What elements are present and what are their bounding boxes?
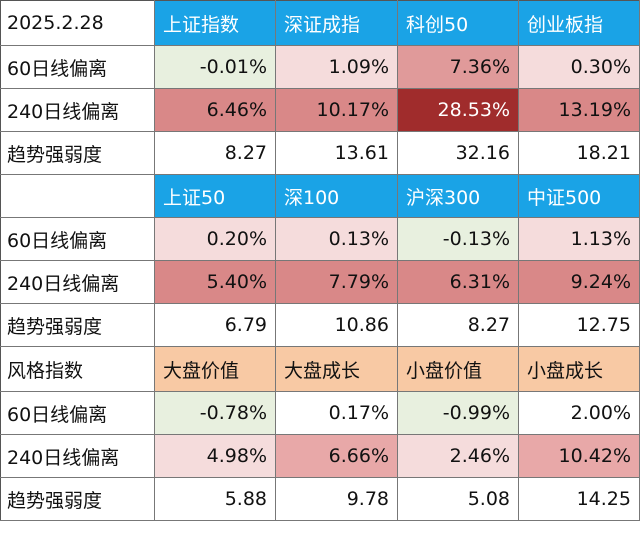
ma240-deviation-value: 13.19% <box>518 88 640 132</box>
ma60-deviation-value: 0.13% <box>275 217 398 261</box>
ma240-deviation-value: 10.42% <box>518 434 640 478</box>
blank-corner-cell <box>0 174 155 218</box>
index-header: 科创50 <box>397 0 519 46</box>
strength-value: 5.88 <box>154 477 276 521</box>
row-label: 趋势强弱度 <box>0 477 155 521</box>
section-header-row: 风格指数 大盘价值 大盘成长 小盘价值 小盘成长 <box>0 346 640 392</box>
date-cell: 2025.2.28 <box>0 0 155 46</box>
ma240-deviation-value: 7.79% <box>275 260 398 304</box>
index-header: 小盘价值 <box>397 346 519 392</box>
row-label: 趋势强弱度 <box>0 303 155 347</box>
ma240-deviation-value: 10.17% <box>275 88 398 132</box>
section-header-row: 上证50 深100 沪深300 中证500 <box>0 174 640 218</box>
index-header: 沪深300 <box>397 174 519 218</box>
ma240-row: 240日线偏离 4.98% 6.66% 2.46% 10.42% <box>0 434 640 478</box>
strength-value: 10.86 <box>275 303 398 347</box>
style-index-label: 风格指数 <box>0 346 155 392</box>
ma60-row: 60日线偏离 -0.01% 1.09% 7.36% 0.30% <box>0 45 640 89</box>
ma60-deviation-value: 0.17% <box>275 391 398 435</box>
ma60-row: 60日线偏离 -0.78% 0.17% -0.99% 2.00% <box>0 391 640 435</box>
ma60-deviation-value: -0.13% <box>397 217 519 261</box>
ma60-deviation-value: 7.36% <box>397 45 519 89</box>
strength-value: 6.79 <box>154 303 276 347</box>
strength-value: 9.78 <box>275 477 398 521</box>
index-header: 中证500 <box>518 174 640 218</box>
strength-value: 14.25 <box>518 477 640 521</box>
strength-value: 8.27 <box>397 303 519 347</box>
ma60-deviation-value: -0.78% <box>154 391 276 435</box>
index-header: 创业板指 <box>518 0 640 46</box>
ma240-deviation-value: 6.46% <box>154 88 276 132</box>
strength-value: 5.08 <box>397 477 519 521</box>
ma240-deviation-value: 28.53% <box>397 88 519 132</box>
index-header: 上证指数 <box>154 0 276 46</box>
section-header-row: 2025.2.28 上证指数 深证成指 科创50 创业板指 <box>0 0 640 46</box>
index-header: 深100 <box>275 174 398 218</box>
strength-row: 趋势强弱度 6.79 10.86 8.27 12.75 <box>0 303 640 347</box>
row-label: 60日线偏离 <box>0 217 155 261</box>
ma240-deviation-value: 5.40% <box>154 260 276 304</box>
ma240-row: 240日线偏离 6.46% 10.17% 28.53% 13.19% <box>0 88 640 132</box>
row-label: 240日线偏离 <box>0 434 155 478</box>
strength-value: 18.21 <box>518 131 640 175</box>
ma60-deviation-value: 0.20% <box>154 217 276 261</box>
ma60-deviation-value: 0.30% <box>518 45 640 89</box>
ma60-deviation-value: 1.09% <box>275 45 398 89</box>
index-header: 大盘成长 <box>275 346 398 392</box>
table-body: 2025.2.28 上证指数 深证成指 科创50 创业板指 60日线偏离 -0.01% 1.0… <box>0 0 640 521</box>
strength-value: 32.16 <box>397 131 519 175</box>
ma240-deviation-value: 9.24% <box>518 260 640 304</box>
ma240-deviation-value: 4.98% <box>154 434 276 478</box>
ma60-deviation-value: 2.00% <box>518 391 640 435</box>
ma60-deviation-value: 1.13% <box>518 217 640 261</box>
ma240-row: 240日线偏离 5.40% 7.79% 6.31% 9.24% <box>0 260 640 304</box>
strength-row: 趋势强弱度 5.88 9.78 5.08 14.25 <box>0 477 640 521</box>
strength-value: 12.75 <box>518 303 640 347</box>
strength-value: 8.27 <box>154 131 276 175</box>
index-header: 小盘成长 <box>518 346 640 392</box>
index-header: 大盘价值 <box>154 346 276 392</box>
index-header: 上证50 <box>154 174 276 218</box>
ma60-deviation-value: -0.99% <box>397 391 519 435</box>
index-header: 深证成指 <box>275 0 398 46</box>
ma240-deviation-value: 6.66% <box>275 434 398 478</box>
index-deviation-table: 2025.2.28 上证指数 深证成指 科创50 创业板指 60日线偏离 -0.01% 1.0… <box>0 0 640 521</box>
row-label: 240日线偏离 <box>0 260 155 304</box>
ma60-row: 60日线偏离 0.20% 0.13% -0.13% 1.13% <box>0 217 640 261</box>
row-label: 60日线偏离 <box>0 391 155 435</box>
strength-row: 趋势强弱度 8.27 13.61 32.16 18.21 <box>0 131 640 175</box>
row-label: 240日线偏离 <box>0 88 155 132</box>
ma240-deviation-value: 6.31% <box>397 260 519 304</box>
row-label: 60日线偏离 <box>0 45 155 89</box>
row-label: 趋势强弱度 <box>0 131 155 175</box>
ma240-deviation-value: 2.46% <box>397 434 519 478</box>
ma60-deviation-value: -0.01% <box>154 45 276 89</box>
strength-value: 13.61 <box>275 131 398 175</box>
